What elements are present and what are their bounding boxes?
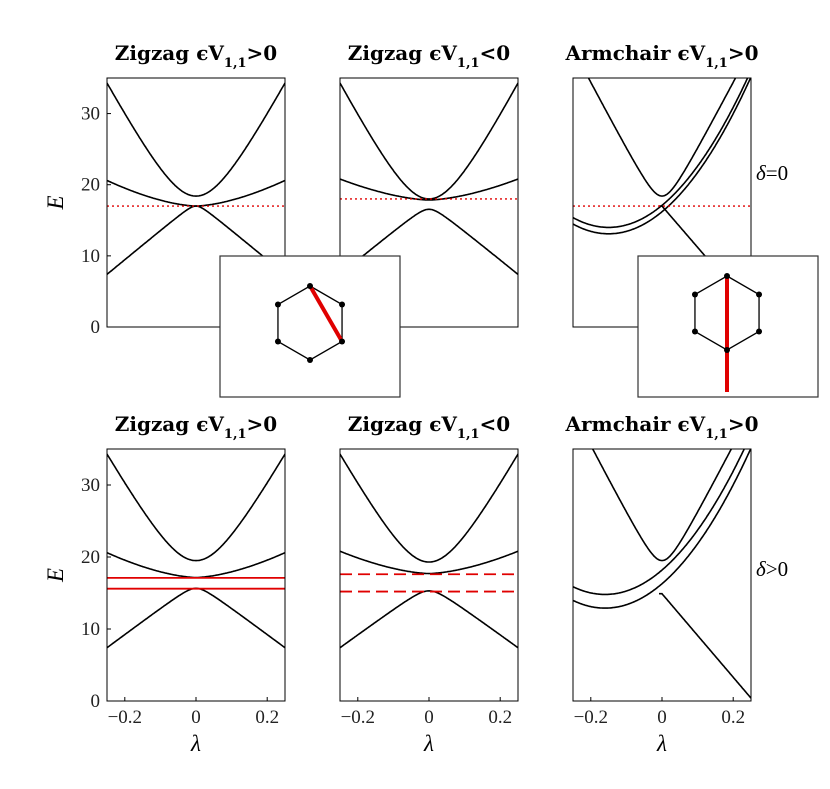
lattice-site <box>691 328 698 335</box>
axes-box <box>339 77 519 328</box>
hexagon-inset <box>219 255 401 398</box>
row-label: δ=0 <box>756 161 788 185</box>
curves <box>340 82 518 276</box>
curves <box>107 82 285 275</box>
band-line-1 <box>107 82 285 197</box>
band-line-2 <box>573 78 751 235</box>
y-tick-label: 30 <box>81 104 100 125</box>
panel-title: Zigzag ϵV1,1<0 <box>348 41 510 71</box>
hexagon-inset <box>637 255 819 398</box>
y-tick-label: 0 <box>91 691 101 712</box>
panel-2: Zigzag ϵV1,1<0 <box>339 41 519 328</box>
axes-box <box>106 77 286 328</box>
x-tick-label: −0.2 <box>341 707 375 728</box>
band-line-2 <box>107 179 285 207</box>
x-axis-label: λ <box>656 731 667 756</box>
band-line-1 <box>591 449 733 562</box>
row-label: δ>0 <box>756 557 788 581</box>
panel-title: Zigzag ϵV1,1>0 <box>115 412 277 442</box>
panel-4: Zigzag ϵV1,1>0 0 10 20 30 −0.2 0 0.2 λ E <box>43 412 286 756</box>
band-line-1 <box>107 453 285 562</box>
x-tick-label: 0.2 <box>255 707 279 728</box>
lattice-site <box>339 338 346 345</box>
panel-title: Zigzag ϵV1,1<0 <box>348 412 510 442</box>
band-line-1 <box>587 78 737 197</box>
panel-title: Armchair ϵV1,1>0 <box>565 412 759 442</box>
band-line-1 <box>340 82 518 200</box>
curves <box>573 449 751 699</box>
band-line-3 <box>573 449 746 596</box>
band-line-3 <box>107 205 285 275</box>
y-tick-label: 0 <box>91 317 101 338</box>
y-tick-label: 20 <box>81 547 100 568</box>
curves <box>107 453 285 649</box>
band-line-1 <box>340 453 518 563</box>
panel-title: Zigzag ϵV1,1>0 <box>115 41 277 71</box>
lattice-site <box>307 283 313 289</box>
panel-title: Armchair ϵV1,1>0 <box>565 41 759 71</box>
panel-6: Armchair ϵV1,1>0 −0.2 0 0.2 λ <box>565 412 759 756</box>
lattice-site <box>691 291 698 298</box>
band-line-3 <box>573 78 749 229</box>
x-tick-label: 0 <box>191 707 201 728</box>
y-tick-label: 30 <box>81 475 100 496</box>
y-tick-label: 20 <box>81 175 100 196</box>
band-line-3 <box>107 587 285 649</box>
x-tick-label: 0 <box>424 707 434 728</box>
x-axis-label: λ <box>423 731 434 756</box>
band-line-2 <box>340 550 518 575</box>
panel-3: Armchair ϵV1,1>0 <box>565 41 759 328</box>
lattice-site <box>756 328 763 335</box>
axes-box <box>106 448 286 702</box>
band-line-3 <box>340 208 518 276</box>
band-line-2 <box>573 449 751 609</box>
band-line-4 <box>659 592 751 699</box>
y-axis-label: E <box>43 568 68 583</box>
band-line-2 <box>107 551 285 579</box>
bond-highlight <box>308 285 344 343</box>
curves <box>340 453 518 649</box>
x-tick-label: −0.2 <box>574 707 608 728</box>
x-tick-label: 0 <box>657 707 667 728</box>
x-tick-label: 0.2 <box>721 707 745 728</box>
lattice-site <box>724 273 730 279</box>
y-tick-label: 10 <box>81 246 100 267</box>
panel-5: Zigzag ϵV1,1<0 −0.2 0 0.2 λ <box>339 412 519 756</box>
lattice-site <box>307 357 313 363</box>
lattice-site <box>756 291 763 298</box>
y-axis-label: E <box>43 195 68 210</box>
panel-1: Zigzag ϵV1,1>0 0 10 20 30 E <box>43 41 286 338</box>
lattice-site <box>274 338 281 345</box>
lattice-site <box>274 301 281 308</box>
lattice-site <box>339 301 346 308</box>
y-tick-label: 10 <box>81 619 100 640</box>
inset-box <box>219 255 401 398</box>
x-axis-label: λ <box>190 731 201 756</box>
band-line-3 <box>340 589 518 649</box>
lattice-site <box>724 347 730 353</box>
x-tick-label: 0.2 <box>488 707 512 728</box>
x-tick-label: −0.2 <box>108 707 142 728</box>
band-line-2 <box>340 178 518 201</box>
